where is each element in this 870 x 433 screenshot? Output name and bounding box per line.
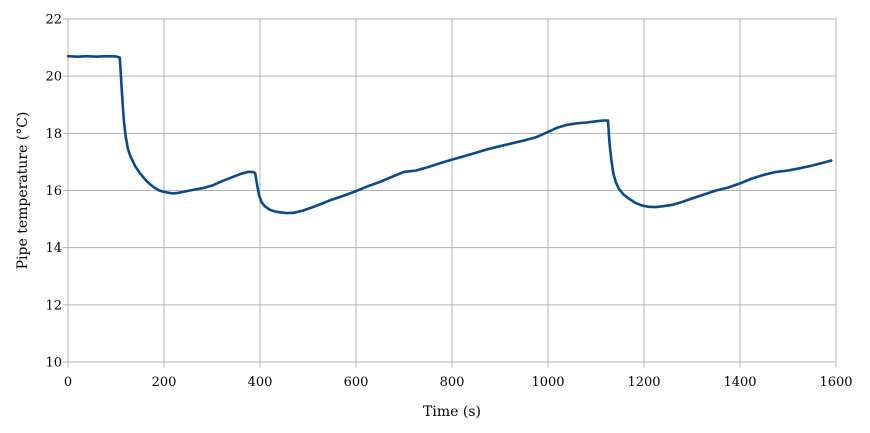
y-axis-ticks: 10 12 14 16 18 20 22 — [45, 13, 68, 371]
x-tick-label: 200 — [152, 375, 177, 390]
x-tick-label: 1400 — [723, 375, 756, 390]
x-tick-label: 1600 — [819, 375, 852, 390]
y-tick-label: 16 — [45, 184, 62, 199]
y-tick-label: 22 — [45, 13, 62, 28]
y-tick-label: 20 — [45, 70, 62, 85]
temperature-series-line — [66, 54, 833, 215]
series-layer — [66, 54, 833, 215]
x-tick-label: 1200 — [627, 375, 660, 390]
x-tick-label: 1000 — [531, 375, 564, 390]
x-axis-title: Time (s) — [423, 404, 481, 420]
x-axis-ticks: 0 200 400 600 800 1000 1200 1400 1600 — [64, 362, 853, 390]
x-tick-label: 400 — [248, 375, 273, 390]
x-tick-label: 800 — [440, 375, 465, 390]
y-tick-label: 18 — [45, 127, 62, 142]
x-tick-label: 0 — [64, 375, 72, 390]
y-axis-title: Pipe temperature (°C) — [15, 112, 31, 270]
y-tick-label: 10 — [45, 356, 62, 371]
y-tick-label: 12 — [45, 298, 62, 313]
x-tick-label: 600 — [344, 375, 369, 390]
y-tick-label: 14 — [45, 241, 62, 256]
